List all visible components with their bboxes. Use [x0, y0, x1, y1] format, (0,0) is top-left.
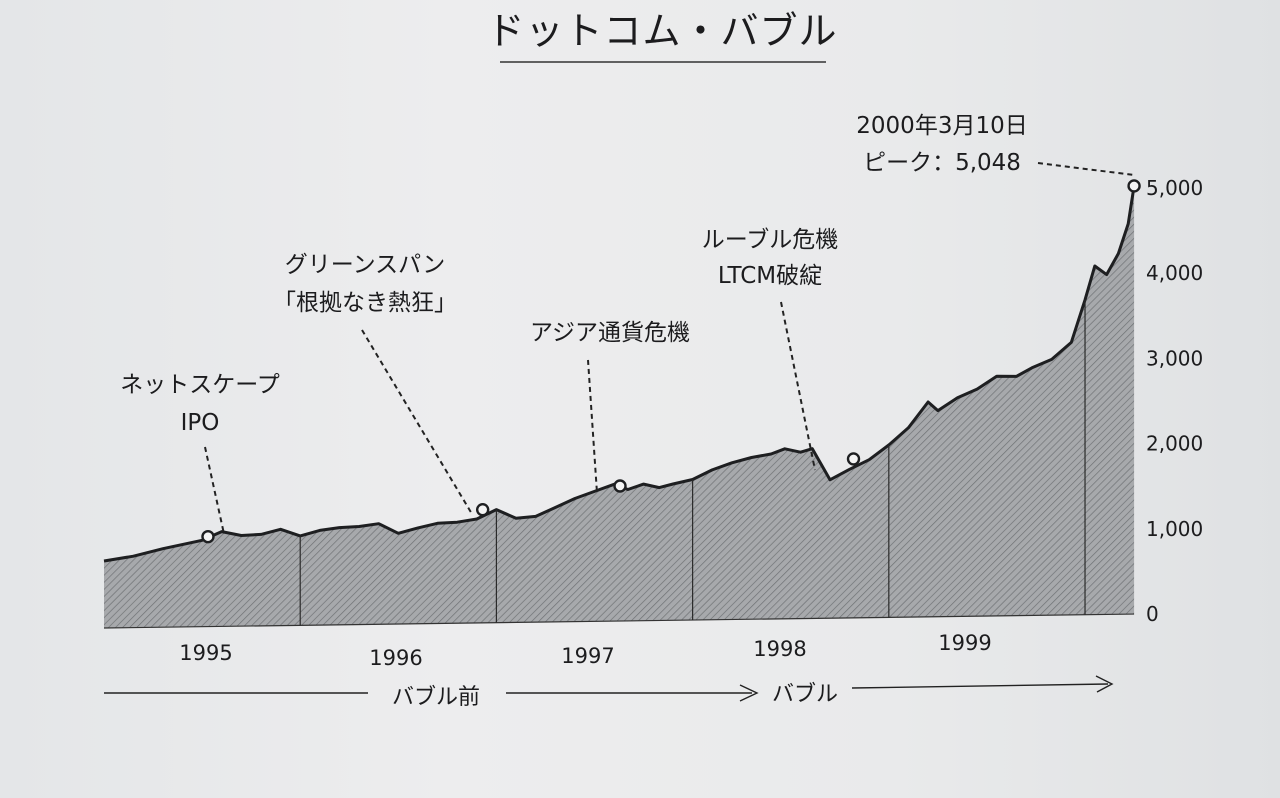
event-4-marker [1127, 179, 1141, 193]
y-tick-label-3: 3,000 [1146, 346, 1203, 370]
event-3-marker [846, 452, 861, 466]
phase-arrow-head-2 [1095, 675, 1114, 693]
phase-label-bubble: バブル [772, 682, 838, 707]
event-0-leader [204, 446, 225, 535]
year-label-1997: 1997 [561, 644, 614, 668]
event-4-label-line-1: ピーク：5,048 [863, 150, 1021, 176]
phase-timeline: バブル前 バブル [104, 675, 1114, 710]
event-2-leader [587, 359, 598, 494]
event-4-label-line-0: 2000年3月10日 [856, 113, 1027, 139]
event-2: アジア通貨危機 [530, 320, 690, 494]
event-3: ルーブル危機 LTCM破綻 [702, 227, 861, 471]
area-line [103, 185, 1136, 563]
event-3-label-line-1: LTCM破綻 [718, 263, 822, 289]
event-0: ネットスケープ IPO [120, 372, 280, 544]
area-series [103, 185, 1136, 629]
event-1-label-line-0: グリーンスパン [285, 252, 446, 278]
event-0-label-line-1: IPO [181, 410, 220, 436]
chart-title: ドットコム・バブル [486, 9, 837, 53]
y-tick-label-2: 2,000 [1146, 432, 1203, 456]
event-0-marker [201, 529, 215, 544]
event-1-label-line-1: 「根拠なき熱狂」 [273, 290, 457, 316]
y-tick-label-4: 4,000 [1146, 261, 1203, 285]
year-labels: 1995 1996 1997 1998 1999 [179, 631, 991, 670]
y-tick-label-5: 5,000 [1146, 176, 1203, 200]
event-1: グリーンスパン「根拠なき熱狂」 [273, 252, 490, 517]
event-1-marker [475, 502, 490, 517]
event-2-label-line-0: アジア通貨危機 [530, 320, 690, 346]
event-1-leader [361, 329, 473, 515]
event-3-label-line-0: ルーブル危機 [702, 227, 839, 253]
y-tick-label-1: 1,000 [1146, 517, 1203, 541]
event-2-marker [613, 479, 627, 493]
year-label-1999: 1999 [938, 631, 991, 655]
event-3-leader [780, 301, 816, 471]
year-dividers [299, 299, 1086, 626]
event-4-leader [1037, 162, 1135, 176]
year-label-1998: 1998 [753, 637, 806, 661]
phase-arrow-head-1 [739, 684, 759, 702]
y-axis: 0 1,000 2,000 3,000 4,000 5,000 [1146, 176, 1203, 626]
event-annotations: ネットスケープIPOグリーンスパン「根拠なき熱狂」アジア通貨危機ルーブル危機LT… [120, 113, 1141, 544]
year-label-1995: 1995 [179, 641, 232, 665]
event-0-label-line-0: ネットスケープ [120, 372, 280, 398]
y-tick-label-0: 0 [1146, 602, 1159, 626]
phase-arrow-line-3 [851, 683, 1109, 689]
year-label-1996: 1996 [369, 646, 422, 670]
area-baseline [103, 613, 1135, 629]
phase-label-pre-bubble: バブル前 [392, 685, 480, 710]
area-fill [104, 185, 1135, 628]
